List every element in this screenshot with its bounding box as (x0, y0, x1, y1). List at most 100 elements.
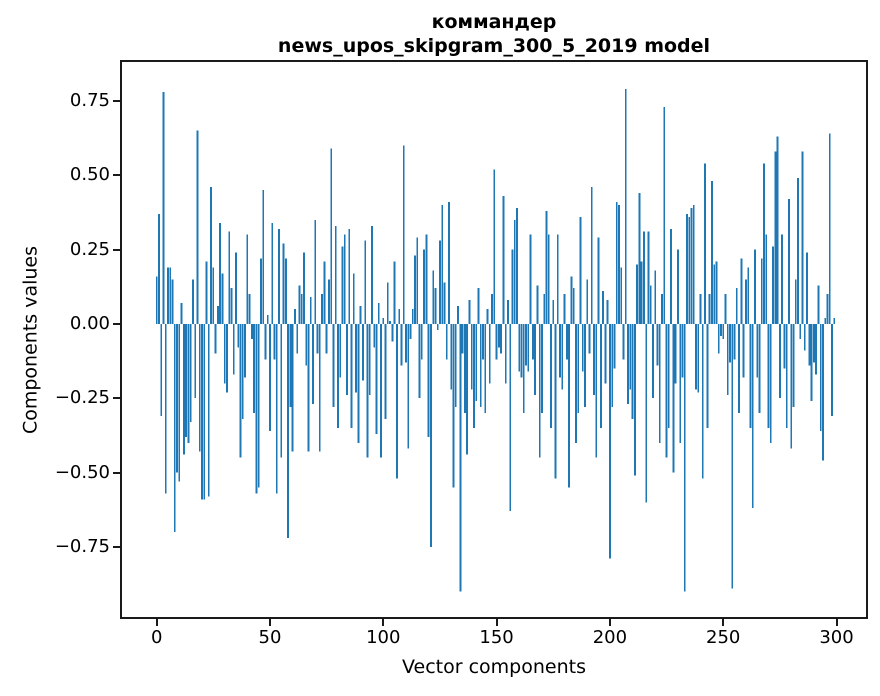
x-tick-mark (608, 619, 611, 626)
bar-component-156 (509, 323, 512, 512)
bar-component-74 (323, 261, 326, 324)
bar-component-81 (339, 323, 342, 378)
bar-component-12 (182, 323, 185, 455)
y-tick-mark (113, 545, 120, 548)
bar-component-71 (316, 323, 319, 354)
bar-component-51 (271, 222, 274, 324)
bar-component-190 (586, 279, 589, 324)
bar-component-189 (584, 323, 586, 408)
bar-component-91 (361, 323, 364, 381)
x-tick-mark (835, 619, 838, 626)
bar-component-251 (724, 294, 727, 324)
bar-component-159 (516, 207, 518, 324)
bar-component-212 (636, 264, 639, 324)
bar-component-225 (665, 323, 668, 458)
bar-component-46 (260, 258, 262, 324)
bar-component-221 (656, 323, 659, 366)
bar-component-249 (720, 323, 722, 336)
bar-component-166 (531, 323, 534, 360)
x-tick-label-300: 300 (819, 627, 854, 648)
y-tick-mark (113, 471, 120, 474)
bar-component-69 (312, 323, 314, 405)
bar-component-204 (618, 204, 620, 324)
bar-component-24 (210, 187, 212, 324)
y-tick-label-0.50: 0.50 (69, 164, 110, 186)
bar-component-14 (187, 323, 190, 443)
bar-component-181 (565, 323, 568, 360)
bar-component-232 (681, 323, 684, 378)
bar-component-207 (624, 89, 627, 324)
bar-component-185 (575, 323, 577, 443)
bar-component-10 (178, 323, 181, 482)
y-tick-label-−0.75: −0.75 (54, 535, 110, 557)
bar-component-184 (572, 288, 575, 324)
bar-component-268 (763, 163, 765, 324)
bar-component-226 (667, 323, 670, 428)
bar-component-133 (457, 306, 459, 324)
bar-component-196 (599, 323, 602, 428)
y-tick-mark (113, 248, 120, 251)
bar-component-211 (633, 323, 636, 476)
bar-component-261 (747, 267, 750, 324)
bar-component-231 (679, 323, 682, 443)
bar-component-288 (808, 323, 811, 366)
y-tick-label-0.75: 0.75 (69, 89, 110, 111)
bar-component-176 (554, 323, 557, 479)
bar-component-78 (332, 323, 335, 408)
bar-component-31 (226, 323, 228, 393)
bar-component-253 (729, 323, 731, 363)
bar-component-50 (269, 323, 271, 431)
bar-component-140 (473, 323, 475, 428)
bar-component-11 (180, 303, 183, 324)
bar-component-75 (325, 323, 328, 354)
bar-component-59 (289, 323, 292, 408)
bar-component-270 (767, 323, 770, 428)
bar-component-294 (822, 323, 824, 461)
bar-component-116 (418, 323, 421, 399)
bar-component-201 (611, 323, 614, 408)
bar-component-104 (391, 323, 394, 342)
bar-component-245 (710, 181, 713, 324)
bar-component-265 (756, 323, 759, 378)
bar-component-137 (466, 323, 469, 455)
bar-component-254 (731, 323, 734, 589)
bar-component-114 (414, 255, 416, 324)
bar-component-102 (386, 282, 389, 324)
bar-component-35 (235, 252, 237, 324)
bar-component-53 (275, 323, 278, 494)
bar-component-202 (613, 323, 616, 369)
bar-component-206 (622, 323, 625, 360)
bar-component-297 (828, 133, 831, 324)
bar-component-260 (744, 279, 747, 324)
bar-component-89 (357, 323, 360, 443)
bar-component-243 (706, 323, 709, 428)
bar-component-44 (255, 323, 258, 494)
bar-component-230 (677, 249, 679, 324)
bar-component-61 (294, 309, 296, 324)
y-tick-mark (113, 322, 120, 325)
bar-component-15 (189, 323, 192, 422)
x-tick-label-150: 150 (479, 627, 514, 648)
bar-component-96 (373, 323, 376, 348)
y-tick-mark (113, 174, 120, 177)
bar-component-84 (346, 323, 348, 396)
bar-component-124 (436, 323, 439, 330)
bar-component-125 (439, 240, 441, 324)
chart-title-model: news_upos_skipgram_300_5_2019 model (277, 35, 711, 57)
bar-component-203 (615, 202, 618, 324)
bar-component-258 (740, 258, 743, 324)
bar-component-157 (511, 249, 514, 324)
bar-component-167 (534, 323, 537, 396)
bar-component-228 (672, 323, 675, 473)
bar-component-22 (205, 261, 208, 324)
bar-component-23 (207, 323, 210, 497)
bar-component-129 (448, 202, 450, 324)
bar-component-27 (216, 306, 219, 324)
bar-component-68 (309, 297, 312, 324)
bar-component-126 (441, 204, 444, 324)
x-tick-label-50: 50 (258, 627, 282, 648)
bar-component-105 (393, 261, 396, 324)
bar-component-195 (597, 237, 600, 324)
bar-component-172 (545, 210, 548, 324)
